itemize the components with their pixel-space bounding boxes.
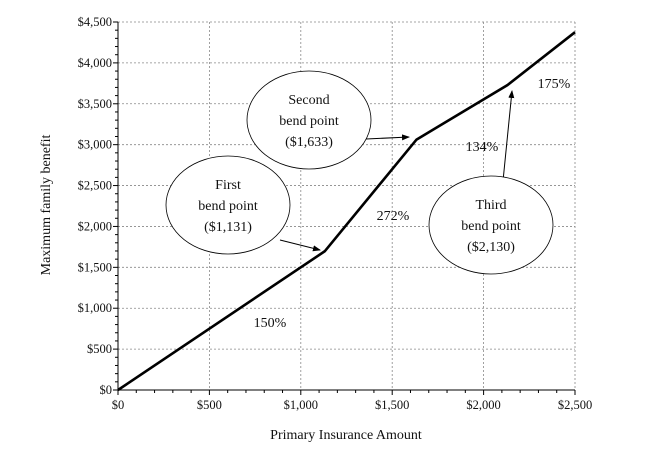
callout-bubble xyxy=(428,175,554,275)
y-tick-label: $4,000 xyxy=(78,56,112,70)
x-tick-label: $2,000 xyxy=(466,398,500,412)
benefit-line xyxy=(117,31,576,392)
callout-text: bend point xyxy=(198,199,258,214)
y-tick-label: $1,000 xyxy=(78,301,112,315)
axes: $0 $500 $1,000 $1,500 $2,000 $2,500 $0 $500 $1,0… xyxy=(78,15,593,412)
series xyxy=(117,31,576,392)
x-tick-label: $1,500 xyxy=(375,398,409,412)
x-axis-label: Primary Insurance Amount xyxy=(270,428,422,443)
y-tick-label: $0 xyxy=(100,383,113,397)
y-tick-label: $3,500 xyxy=(78,97,112,111)
x-tick-label: $2,500 xyxy=(558,398,592,412)
x-tick-label: $0 xyxy=(112,398,125,412)
callout-text: bend point xyxy=(461,219,521,234)
annotations: 150% 272% 134% 175% First bend point ($1,131) S… xyxy=(165,70,571,331)
callout-text: ($2,130) xyxy=(467,240,515,255)
callout-arrow xyxy=(279,239,321,252)
y-axis-label: Maximum family benefit xyxy=(39,135,54,276)
x-tick-label: $1,000 xyxy=(284,398,318,412)
y-tick-label: $2,000 xyxy=(78,219,112,233)
callout-text: bend point xyxy=(279,114,339,129)
callout-text: Second xyxy=(288,93,329,108)
y-tick-label: $500 xyxy=(87,342,112,356)
callout-text: First xyxy=(215,178,241,193)
y-tick-label: $1,500 xyxy=(78,260,112,274)
callout-text: ($1,633) xyxy=(285,135,333,150)
x-tick-label: $500 xyxy=(197,398,222,412)
callout-bubble xyxy=(165,155,291,255)
callout-bubble xyxy=(246,70,372,170)
segment-rate-label: 272% xyxy=(377,209,410,224)
segment-rate-label: 134% xyxy=(466,140,499,155)
callout-arrow xyxy=(502,90,515,182)
segment-rate-label: 175% xyxy=(538,77,571,92)
y-tick-label: $4,500 xyxy=(78,15,112,29)
y-tick-label: $2,500 xyxy=(78,179,112,193)
callout-text: ($1,131) xyxy=(204,220,252,235)
callout-text: Third xyxy=(475,198,506,213)
y-tick-label: $3,000 xyxy=(78,138,112,152)
segment-rate-label: 150% xyxy=(254,316,287,331)
